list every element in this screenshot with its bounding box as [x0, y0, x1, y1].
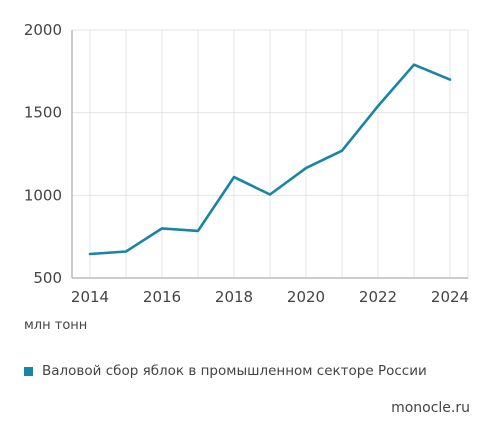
x-tick-label: 2024 [431, 288, 469, 306]
y-tick-labels: 500 1000 1500 2000 [24, 21, 62, 287]
legend-label: Валовой сбор яблок в промышленном сектор… [42, 363, 427, 379]
x-tick-label: 2016 [143, 288, 181, 306]
series-line [88, 63, 452, 256]
x-tick-label: 2022 [359, 288, 397, 306]
line-chart: 500 1000 1500 2000 2014 2016 2018 2020 2022 2024 [24, 21, 469, 306]
x-tick-label: 2014 [71, 288, 109, 306]
y-tick-label: 2000 [24, 21, 62, 39]
legend: Валовой сбор яблок в промышленном сектор… [24, 363, 427, 379]
x-tick-label: 2020 [287, 288, 325, 306]
y-tick-label: 500 [33, 269, 62, 287]
series-lines [88, 63, 452, 256]
y-tick-label: 1000 [24, 186, 62, 204]
grid-lines [72, 29, 469, 278]
legend-swatch [24, 366, 33, 376]
axes [71, 30, 468, 279]
y-axis-unit-label: млн тонн [24, 318, 88, 333]
x-tick-label: 2018 [215, 288, 253, 306]
source-label: monocle.ru [391, 400, 470, 416]
y-tick-label: 1500 [24, 104, 62, 122]
x-tick-labels: 2014 2016 2018 2020 2022 2024 [71, 288, 469, 306]
